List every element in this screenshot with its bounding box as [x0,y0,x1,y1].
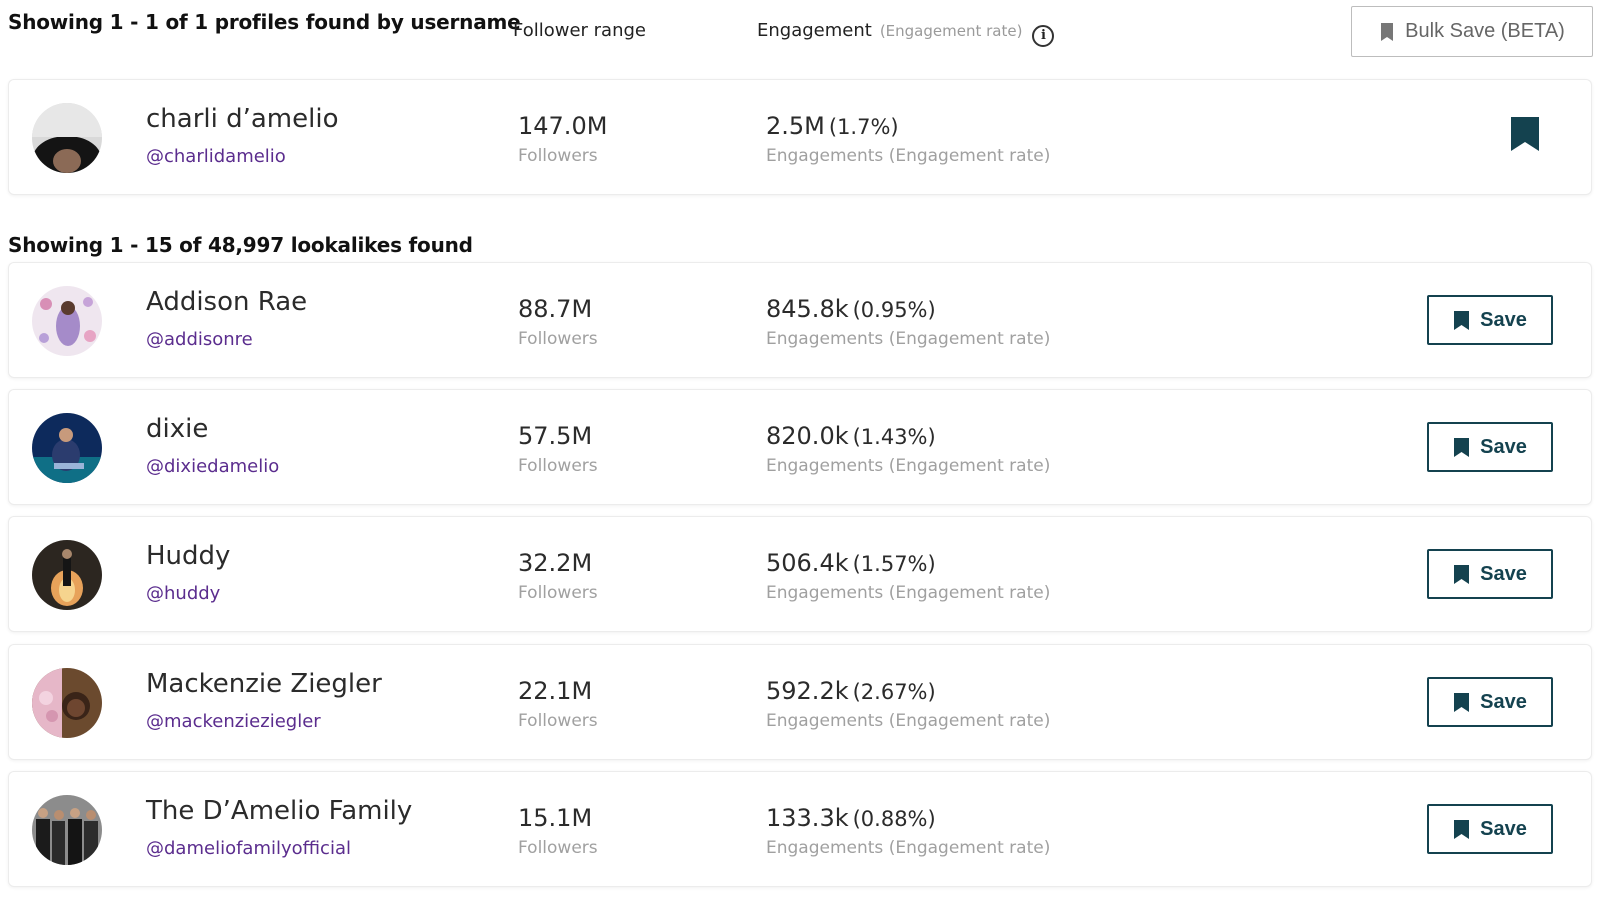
profile-name: The D’Amelio Family [146,796,413,826]
avatar[interactable] [32,413,102,483]
results-header: Showing 1 - 1 of 1 profiles found by use… [0,0,1600,72]
profile-name: Mackenzie Ziegler [146,669,382,699]
info-icon[interactable]: i [1032,25,1055,47]
engagement-value: 592.2k (2.67%) [766,677,936,705]
engagement-rate: (1.7%) [828,115,899,139]
followers-label: Followers [518,146,598,166]
engagement-value: 506.4k (1.57%) [766,549,936,577]
save-button[interactable]: Save [1427,422,1553,472]
profile-name: charli d’amelio [146,104,339,134]
profile-handle-link[interactable]: @huddy [146,583,221,604]
bookmark-icon [1454,819,1470,839]
lookalike-card-dixie[interactable]: dixie @dixiedamelio 57.5M Followers 820.… [8,389,1592,505]
save-button[interactable]: Save [1427,677,1553,727]
followers-label: Followers [518,711,598,731]
engagement-rate: (2.67%) [852,680,936,704]
engagement-value: 820.0k (1.43%) [766,422,936,450]
engagement-rate-header-label: (Engagement rate) [879,22,1023,40]
engagement-rate: (1.43%) [852,425,936,449]
avatar[interactable] [32,668,102,738]
engagement-label: Engagements (Engagement rate) [766,146,1051,166]
profile-handle-link[interactable]: @charlidamelio [146,146,286,167]
followers-count: 57.5M [518,422,593,450]
profile-name: dixie [146,414,209,444]
followers-label: Followers [518,583,598,603]
avatar[interactable] [32,286,102,356]
avatar[interactable] [32,795,102,865]
followers-count: 22.1M [518,677,593,705]
profile-name: Addison Rae [146,287,308,317]
save-button[interactable]: Save [1427,804,1553,854]
followers-label: Followers [518,838,598,858]
save-label: Save [1480,817,1527,840]
save-label: Save [1480,690,1527,713]
engagement-label: Engagements (Engagement rate) [766,838,1051,858]
save-label: Save [1480,435,1527,458]
bookmark-icon [1454,692,1470,712]
engagement-column-header[interactable]: Engagement (Engagement rate) i [757,20,1055,47]
bookmark-icon [1454,437,1470,457]
profile-handle-link[interactable]: @dameliofamilyofficial [146,838,351,859]
profile-handle-link[interactable]: @dixiedamelio [146,456,280,477]
engagements-count: 820.0k [766,422,849,450]
main-profile-card[interactable]: charli d’amelio @charlidamelio 147.0M Fo… [8,79,1592,195]
avatar[interactable] [32,103,102,173]
followers-count: 147.0M [518,112,608,140]
lookalike-card-addison-rae[interactable]: Addison Rae @addisonre 88.7M Followers 8… [8,262,1592,378]
engagement-value: 133.3k (0.88%) [766,804,936,832]
followers-count: 88.7M [518,295,593,323]
bookmark-icon [1381,22,1394,41]
followers-count: 15.1M [518,804,593,832]
followers-label: Followers [518,329,598,349]
engagement-label: Engagements (Engagement rate) [766,711,1051,731]
followers-count: 32.2M [518,549,593,577]
bookmark-icon [1454,564,1470,584]
bulk-save-label: Bulk Save (BETA) [1405,20,1565,42]
engagement-value: 2.5M (1.7%) [766,112,899,140]
engagement-label: Engagements (Engagement rate) [766,456,1051,476]
engagements-count: 506.4k [766,549,849,577]
engagements-count: 133.3k [766,804,849,832]
bulk-save-button[interactable]: Bulk Save (BETA) [1351,6,1593,57]
bookmark-icon [1454,310,1470,330]
followers-label: Followers [518,456,598,476]
save-button[interactable]: Save [1427,549,1553,599]
lookalike-card-huddy[interactable]: Huddy @huddy 32.2M Followers 506.4k (1.57… [8,516,1592,632]
engagements-count: 2.5M [766,112,825,140]
bookmark-filled-icon[interactable] [1510,116,1540,152]
engagements-count: 845.8k [766,295,849,323]
avatar[interactable] [32,540,102,610]
save-label: Save [1480,308,1527,331]
lookalike-card-mackenzie-ziegler[interactable]: Mackenzie Ziegler @mackenzieziegler 22.1… [8,644,1592,760]
engagement-rate: (1.57%) [852,552,936,576]
profile-handle-link[interactable]: @addisonre [146,329,253,350]
save-label: Save [1480,562,1527,585]
lookalikes-results-count: Showing 1 - 15 of 48,997 lookalikes foun… [8,233,473,257]
profiles-results-count: Showing 1 - 1 of 1 profiles found by use… [8,10,521,34]
profile-handle-link[interactable]: @mackenzieziegler [146,711,321,732]
follower-range-column-header[interactable]: Follower range [513,20,646,41]
engagement-label: Engagements (Engagement rate) [766,583,1051,603]
engagement-rate: (0.88%) [852,807,936,831]
engagement-label: Engagements (Engagement rate) [766,329,1051,349]
engagement-value: 845.8k (0.95%) [766,295,936,323]
profile-name: Huddy [146,541,231,571]
engagement-rate: (0.95%) [852,298,936,322]
engagement-header-label: Engagement [757,20,872,41]
save-button[interactable]: Save [1427,295,1553,345]
lookalike-card-the-damelio-family[interactable]: The D’Amelio Family @dameliofamilyoffici… [8,771,1592,887]
engagements-count: 592.2k [766,677,849,705]
